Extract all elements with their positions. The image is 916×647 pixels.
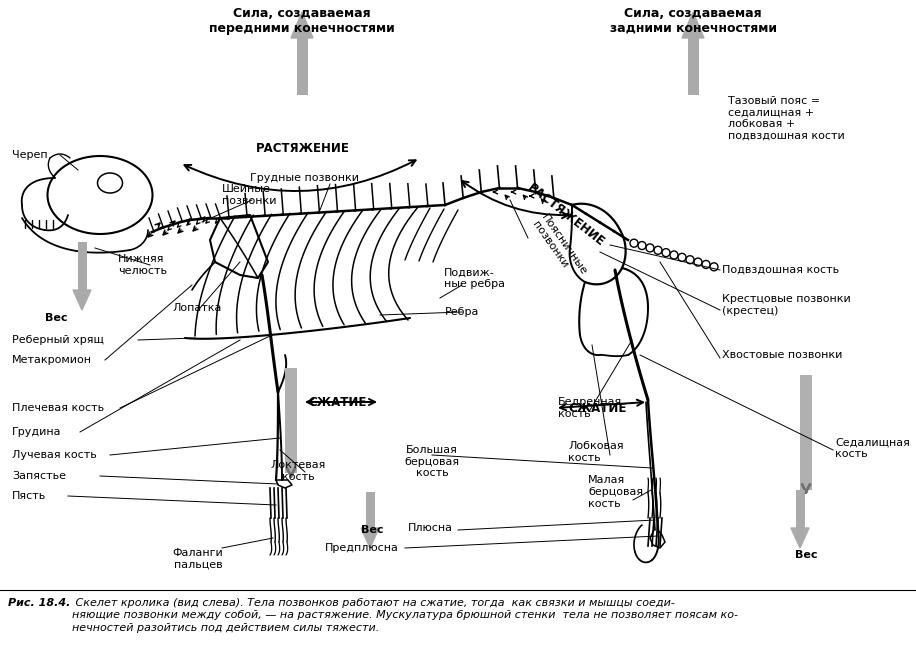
Text: Тазовый пояс =
седалищная +
лобковая +
подвздошная кости: Тазовый пояс = седалищная + лобковая + п… [728,96,845,140]
Bar [800,375,812,490]
Text: Лучевая кость: Лучевая кость [12,450,97,460]
Text: Сила, создаваемая
задними конечностями: Сила, создаваемая задними конечностями [609,7,777,35]
Text: Малая
берцовая
кость: Малая берцовая кость [588,476,643,509]
Text: Локтевая
кость: Локтевая кость [270,460,326,481]
Text: Седалищная
кость: Седалищная кость [835,437,910,459]
Polygon shape [291,12,313,38]
Bar [78,242,87,290]
Text: Скелет кролика (вид слева). Тела позвонков работают на сжатие, тогда  как связки: Скелет кролика (вид слева). Тела позвонк… [72,598,738,633]
Text: Грудина: Грудина [12,427,61,437]
Text: Сила, создаваемая
передними конечностями: Сила, создаваемая передними конечностями [209,7,395,35]
Polygon shape [682,12,704,38]
Text: Запястье: Запястье [12,471,66,481]
Text: Ребра: Ребра [445,307,479,317]
Text: Реберный хрящ: Реберный хрящ [12,335,104,345]
Text: Подвздошная кость: Подвздошная кость [722,265,839,275]
Text: Вес: Вес [45,313,67,323]
Bar [297,37,308,95]
Bar [285,368,297,473]
Text: Подвиж-
ные ребра: Подвиж- ные ребра [444,267,505,289]
Text: Череп: Череп [12,150,48,160]
Text: Хвостовые позвонки: Хвостовые позвонки [722,350,843,360]
Bar [688,37,699,95]
Text: Предплюсна: Предплюсна [325,543,399,553]
Text: Вес: Вес [795,550,817,560]
Text: Лопатка: Лопатка [172,303,222,313]
Text: Шейные
позвонки: Шейные позвонки [222,184,277,206]
Polygon shape [361,528,379,548]
Text: Нижняя
челюсть: Нижняя челюсть [118,254,167,276]
Text: Большая
берцовая
кость: Большая берцовая кость [405,445,460,478]
Text: СЖАТИЕ: СЖАТИЕ [309,397,367,410]
Text: Фаланги
пальцев: Фаланги пальцев [172,548,224,569]
Text: Грудные позвонки: Грудные позвонки [250,173,359,183]
Text: Пясть: Пясть [12,491,46,501]
Polygon shape [791,528,809,548]
Text: Поясничные
позвонки: Поясничные позвонки [530,212,589,283]
Polygon shape [73,290,91,310]
Text: РАСТЯЖЕНИЕ: РАСТЯЖЕНИЕ [525,181,607,249]
Text: Плюсна: Плюсна [408,523,453,533]
Text: Бедренная
кость: Бедренная кость [558,397,622,419]
Text: Лобковая
кость: Лобковая кость [568,441,624,463]
Text: Рис. 18.4.: Рис. 18.4. [8,598,71,608]
Text: Крестцовые позвонки
(крестец): Крестцовые позвонки (крестец) [722,294,851,316]
Bar [796,490,805,528]
Text: СЖАТИЕ: СЖАТИЕ [569,402,627,415]
Text: Вес: Вес [361,525,383,535]
Text: РАСТЯЖЕНИЕ: РАСТЯЖЕНИЕ [256,142,350,155]
Bar [366,492,375,528]
Text: Метакромион: Метакромион [12,355,92,365]
Text: Плечевая кость: Плечевая кость [12,403,104,413]
